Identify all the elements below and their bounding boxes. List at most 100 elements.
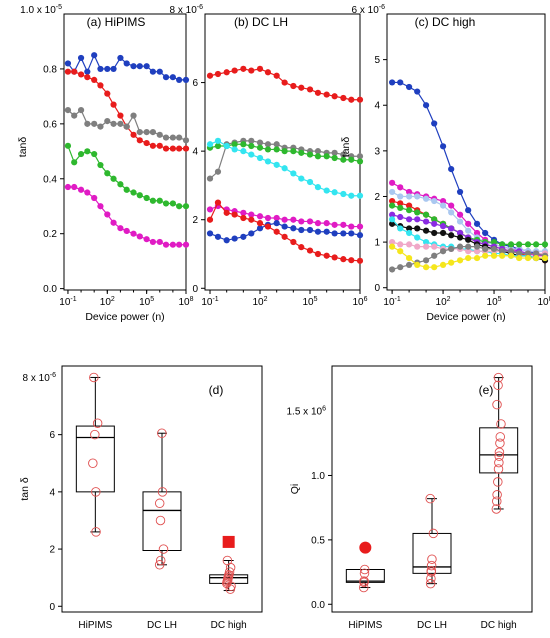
- data-point: [240, 233, 247, 240]
- data-point: [176, 241, 183, 248]
- x-tick-label: 105: [139, 296, 154, 308]
- data-point: [348, 257, 355, 264]
- data-point: [414, 216, 421, 223]
- data-point: [206, 72, 214, 79]
- data-point: [397, 193, 404, 200]
- category-label: HiPIMS: [78, 620, 112, 631]
- data-point: [214, 142, 222, 150]
- series-line: [67, 145, 186, 207]
- data-point: [182, 203, 190, 210]
- data-point: [406, 83, 413, 91]
- data-point: [406, 241, 413, 248]
- data-point: [64, 68, 72, 75]
- data-point: [273, 220, 280, 227]
- y-tick-label: 1: [374, 238, 380, 249]
- data-point: [524, 241, 532, 248]
- data-point: [414, 209, 421, 216]
- data-point: [331, 254, 338, 261]
- y-tick-label: 2: [49, 545, 55, 556]
- data-point: [231, 211, 238, 218]
- data-point: [492, 490, 502, 500]
- category-label: DC LH: [417, 620, 447, 631]
- data-point: [162, 134, 170, 141]
- data-point: [323, 220, 330, 227]
- data-point: [524, 250, 532, 257]
- y-scale-label: 8 x 10-6: [23, 372, 57, 384]
- data-point: [298, 175, 305, 182]
- data-point: [482, 245, 489, 253]
- data-point: [397, 184, 404, 191]
- box-panel-1: (e) 1.5 x 106 0.0 0.5 1.0 Qi HiPIMS DC LH DC hig…: [287, 365, 533, 631]
- data-point: [448, 232, 455, 239]
- y-tick-label: 4: [192, 147, 198, 158]
- box-0: [75, 372, 115, 537]
- data-point: [422, 264, 430, 271]
- data-point: [64, 107, 72, 114]
- y-tick-label: 0.0: [311, 600, 325, 611]
- data-point: [439, 223, 447, 230]
- y-tick-label: 0: [49, 602, 55, 613]
- data-point: [91, 150, 98, 158]
- data-point: [298, 218, 305, 225]
- line-panel-2: (c) DC high 6 x 10-6 0 1 2 3 4 5 10-1 102 105 108 De…: [340, 4, 550, 323]
- data-point: [273, 141, 280, 148]
- data-point: [473, 248, 481, 255]
- data-point: [214, 233, 222, 240]
- x-axis-label: Device power (n): [426, 311, 505, 323]
- y-tick-label: 0.0: [43, 284, 57, 295]
- data-point: [281, 223, 288, 230]
- data-point: [97, 82, 104, 89]
- box-iqr: [142, 491, 182, 552]
- data-point: [273, 72, 280, 79]
- y-tick-label: 1.0: [311, 471, 325, 482]
- data-point: [169, 74, 176, 81]
- data-point: [422, 218, 430, 225]
- data-point: [84, 68, 91, 75]
- data-point: [136, 233, 143, 240]
- data-point: [97, 65, 104, 73]
- data-point: [406, 202, 413, 209]
- y-scale-label: 6 x 10-6: [352, 4, 386, 16]
- data-point: [389, 188, 396, 196]
- data-point: [154, 498, 165, 509]
- data-point: [162, 200, 170, 207]
- data-point: [439, 248, 447, 255]
- data-point: [490, 252, 498, 259]
- data-point: [426, 573, 436, 584]
- data-point: [389, 266, 396, 273]
- data-point: [130, 189, 137, 196]
- y-tick-label: 0.4: [43, 174, 57, 185]
- data-point: [439, 143, 447, 150]
- data-point: [130, 230, 137, 237]
- data-point: [273, 161, 280, 168]
- data-point: [110, 219, 117, 226]
- data-point: [240, 148, 247, 155]
- data-point: [340, 221, 347, 228]
- data-point: [465, 207, 472, 214]
- data-point: [397, 213, 404, 221]
- data-point: [431, 220, 438, 227]
- data-point: [71, 183, 78, 191]
- data-point: [422, 243, 430, 250]
- data-point: [331, 189, 338, 196]
- data-point: [77, 150, 85, 158]
- data-point: [306, 178, 314, 186]
- data-point: [389, 197, 396, 205]
- panels: (a) HiPIMS 1.0 x 10-5 0.0 0.2 0.4 0.6 0.8 10-1 1…: [17, 4, 550, 631]
- data-point: [465, 236, 472, 243]
- data-point: [162, 241, 170, 248]
- data-point: [426, 567, 437, 577]
- data-point: [507, 252, 515, 259]
- data-point: [541, 254, 549, 262]
- data-point: [71, 68, 78, 75]
- data-point: [162, 74, 170, 81]
- data-point: [264, 141, 272, 148]
- data-point: [397, 204, 404, 211]
- data-point: [77, 107, 85, 114]
- data-point: [256, 154, 264, 162]
- data-point: [156, 197, 163, 204]
- data-point: [533, 241, 540, 248]
- data-point: [448, 225, 455, 232]
- data-point: [182, 137, 190, 144]
- series-2: [206, 141, 364, 165]
